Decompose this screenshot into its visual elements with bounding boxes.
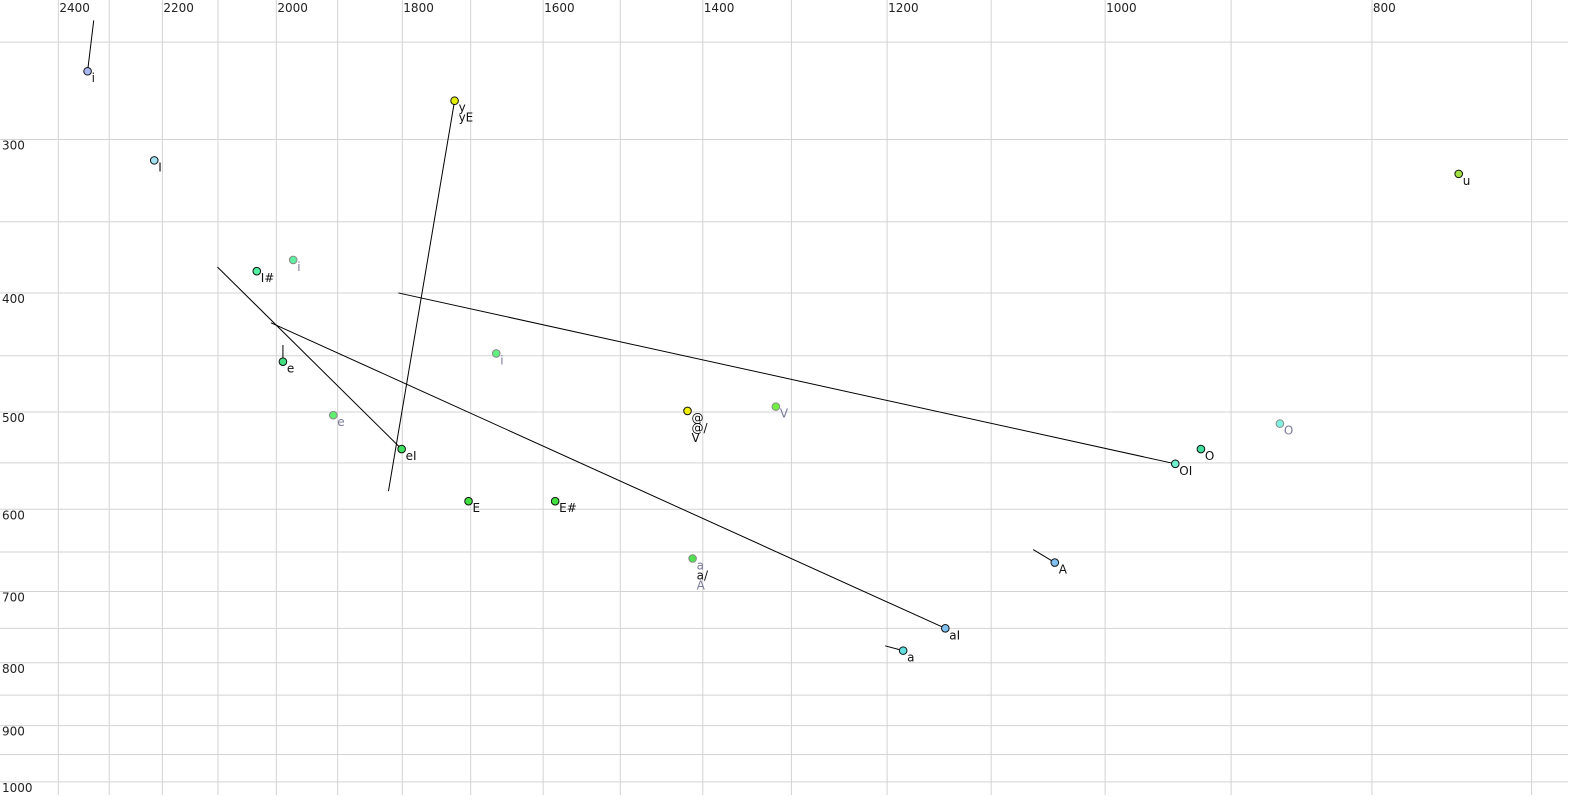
point-label: aI bbox=[949, 628, 960, 642]
point-label: O bbox=[1205, 449, 1214, 463]
point-label: I# bbox=[261, 271, 275, 285]
point-label: i bbox=[92, 71, 95, 85]
data-point bbox=[149, 156, 159, 165]
point-label: i bbox=[297, 260, 300, 274]
point-label: e bbox=[287, 362, 294, 376]
data-point bbox=[1050, 558, 1060, 567]
y-tick-label: 400 bbox=[2, 292, 25, 306]
trajectory-line bbox=[270, 322, 946, 629]
data-point bbox=[683, 406, 692, 416]
y-tick-label: 500 bbox=[2, 411, 25, 425]
point-label: A bbox=[697, 579, 706, 593]
x-tick-label: 1600 bbox=[544, 1, 575, 15]
point-label: E bbox=[473, 501, 481, 515]
data-point bbox=[252, 266, 262, 276]
data-point bbox=[550, 496, 560, 506]
point-label: y bbox=[459, 101, 466, 115]
trajectory-line bbox=[87, 20, 95, 72]
data-point bbox=[491, 349, 501, 358]
x-tick-label: 2000 bbox=[277, 1, 308, 15]
point-label: a bbox=[697, 559, 704, 573]
data-point bbox=[1275, 419, 1285, 428]
point-label: OI bbox=[1179, 464, 1192, 478]
point-label: yE bbox=[459, 111, 474, 125]
data-point bbox=[397, 444, 406, 454]
data-point bbox=[450, 96, 459, 106]
trajectory-line bbox=[217, 266, 402, 450]
point-label: a bbox=[907, 651, 914, 665]
x-tick-label: 1200 bbox=[888, 1, 919, 15]
y-tick-label: 300 bbox=[2, 138, 25, 152]
x-tick-label: 1800 bbox=[403, 1, 434, 15]
data-point bbox=[1454, 169, 1463, 179]
data-point bbox=[1170, 459, 1180, 469]
point-label: eI bbox=[406, 449, 417, 463]
data-point bbox=[83, 66, 92, 76]
y-tick-label: 800 bbox=[2, 662, 25, 676]
point-label: i bbox=[500, 353, 503, 367]
tick-labels: 2400 2200 2000 1800 1600 1400 1200 1000 800 300 40… bbox=[2, 1, 1396, 795]
point-label: A bbox=[1059, 563, 1068, 577]
data-point bbox=[688, 554, 697, 563]
data-point bbox=[278, 357, 288, 366]
x-tick-label: 1000 bbox=[1106, 1, 1137, 15]
point-label: e bbox=[337, 415, 344, 429]
point-label: E# bbox=[559, 501, 577, 515]
data-point bbox=[898, 646, 908, 655]
data-point bbox=[328, 410, 338, 420]
x-tick-label: 800 bbox=[1373, 1, 1396, 15]
data-point bbox=[464, 496, 473, 506]
x-tick-label: 1400 bbox=[704, 1, 735, 15]
point-label: I bbox=[158, 160, 162, 174]
point-label: @ bbox=[692, 411, 704, 425]
point-label: a/ bbox=[697, 569, 709, 583]
point-label: u bbox=[1463, 174, 1471, 188]
data-point bbox=[288, 255, 298, 265]
y-tick-label: 600 bbox=[2, 508, 25, 522]
point-label: V bbox=[780, 407, 789, 421]
y-tick-label: 900 bbox=[2, 725, 25, 739]
x-tick-label: 2200 bbox=[163, 1, 194, 15]
y-tick-label: 700 bbox=[2, 591, 25, 605]
y-tick-label: 1000 bbox=[2, 781, 33, 795]
point-label: V bbox=[692, 431, 701, 445]
data-point bbox=[771, 402, 781, 411]
trajectory-line bbox=[387, 100, 456, 492]
trajectories bbox=[87, 20, 1176, 652]
point-label: @/ bbox=[692, 421, 709, 435]
data-point bbox=[941, 624, 950, 633]
data-point bbox=[1196, 444, 1206, 454]
point-label: O bbox=[1284, 424, 1293, 438]
x-tick-label: 2400 bbox=[59, 1, 90, 15]
trajectory-line bbox=[398, 292, 1176, 465]
